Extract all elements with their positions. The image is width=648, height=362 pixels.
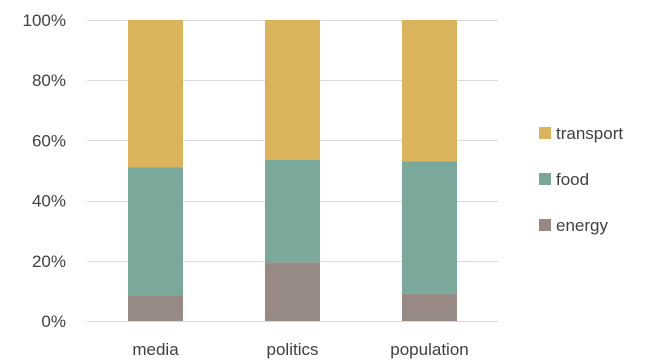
bar-segment-transport-population	[402, 20, 457, 162]
y-tick-label: 20%	[32, 252, 66, 271]
y-axis-tick-labels: 0% 20% 40% 60% 80% 100%	[23, 11, 66, 331]
legend-swatch	[539, 173, 551, 185]
y-tick-label: 40%	[32, 192, 66, 211]
bar-segment-transport-media	[128, 20, 183, 168]
bar-segment-energy-politics	[265, 262, 320, 321]
legend-item-energy: energy	[539, 216, 608, 235]
x-category-label: population	[390, 340, 468, 359]
x-category-label: media	[132, 340, 179, 359]
legend: transport food energy	[539, 124, 623, 235]
legend-label: food	[556, 170, 589, 189]
bar-segment-food-population	[402, 161, 457, 294]
legend-item-food: food	[539, 170, 589, 189]
legend-item-transport: transport	[539, 124, 623, 143]
bar-segment-food-politics	[265, 159, 320, 263]
bars	[128, 20, 457, 321]
bar-segment-transport-politics	[265, 20, 320, 160]
legend-label: transport	[556, 124, 623, 143]
bar-segment-energy-population	[402, 293, 457, 321]
x-axis-category-labels: media politics population	[132, 340, 468, 359]
y-tick-label: 60%	[32, 131, 66, 150]
legend-swatch	[539, 127, 551, 139]
bar-segment-food-media	[128, 167, 183, 296]
x-category-label: politics	[267, 340, 319, 359]
bar-segment-energy-media	[128, 295, 183, 321]
y-tick-label: 0%	[41, 312, 66, 331]
y-tick-label: 80%	[32, 71, 66, 90]
y-tick-label: 100%	[23, 11, 66, 30]
legend-label: energy	[556, 216, 608, 235]
legend-swatch	[539, 219, 551, 231]
